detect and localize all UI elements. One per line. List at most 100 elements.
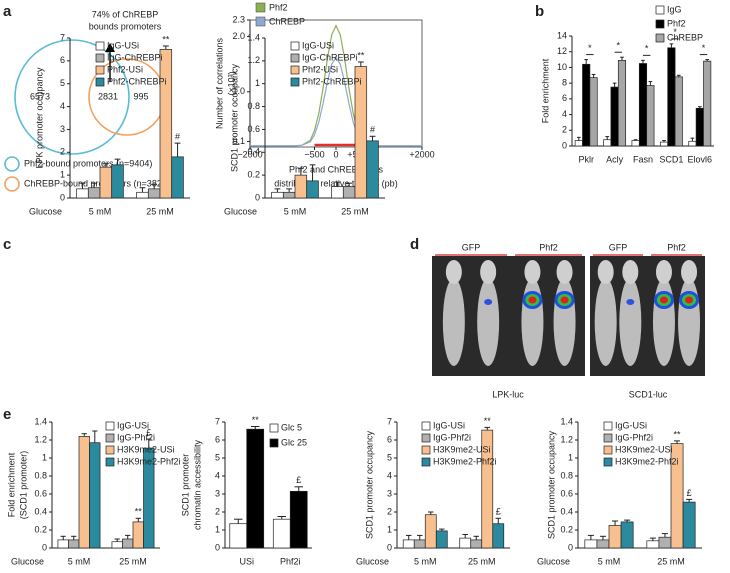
- y-tick-label: 0: [60, 192, 65, 202]
- y-tick-label: 1.4: [247, 32, 260, 42]
- panel-label: a: [3, 3, 12, 20]
- x-tick-label: USi: [239, 556, 254, 566]
- y-tick-label: 2: [60, 147, 65, 157]
- caption: SCD1-luc: [629, 389, 668, 399]
- legend-label: IgG-ChREBPi: [302, 52, 358, 62]
- bar: [111, 164, 124, 199]
- annotation: 74% of ChREBP: [92, 9, 159, 19]
- y-tick-label: 0.8: [34, 470, 47, 480]
- bar: [603, 139, 612, 147]
- legend-label: Phf2-ChREBPi: [107, 76, 167, 86]
- signal: [560, 296, 569, 304]
- y-tick-label: 0: [255, 192, 260, 202]
- x-tick-label: SCD1: [659, 154, 683, 164]
- legend-swatch: [95, 65, 105, 75]
- bar: [132, 521, 144, 549]
- x-tick-label: 5 mM: [89, 206, 112, 216]
- y-tick-label: 5: [60, 78, 65, 88]
- legend-swatch: [421, 421, 431, 431]
- bar: [617, 60, 627, 147]
- y-tick-label: 6: [562, 93, 567, 103]
- legend-swatch: [421, 457, 431, 467]
- y-axis-label: (×10³): [226, 71, 236, 95]
- bar: [342, 186, 356, 199]
- bar: [294, 174, 308, 199]
- y-tick-label: 0.2: [34, 524, 47, 534]
- legend-label: Phf2-USi: [107, 64, 143, 74]
- venn-count: 2831: [98, 91, 118, 101]
- legend-swatch: [421, 445, 431, 455]
- mouse-head: [524, 260, 541, 284]
- bar: [631, 140, 640, 147]
- legend-label: H3K9me2-USi: [117, 444, 175, 454]
- legend-swatch: [655, 19, 665, 29]
- x-axis-label: distribution relative to TSS (pb): [274, 178, 397, 188]
- significance: #: [175, 132, 180, 142]
- legend-swatch: [603, 457, 613, 467]
- y-tick-label: 10: [557, 62, 567, 72]
- y-axis-label: LPK promoter occupancy: [34, 67, 44, 169]
- mouse-head: [445, 260, 462, 284]
- y-tick-label: 1.2: [560, 434, 573, 444]
- legend-swatch: [105, 433, 115, 443]
- x-tick-label: 5 mM: [68, 556, 91, 566]
- bar: [78, 436, 90, 549]
- y-tick-label: 1.2: [34, 434, 47, 444]
- y-axis-label: Number of correlations: [214, 37, 224, 129]
- bar: [99, 166, 113, 199]
- legend-label: IgG-Phf2i: [615, 432, 653, 442]
- legend-swatch: [255, 16, 266, 27]
- x-tick-label: 25 mM: [119, 556, 147, 566]
- x-tick-label: 25 mM: [146, 206, 174, 216]
- y-tick-label: 5: [215, 452, 220, 462]
- y-tick-label: 7: [60, 32, 65, 42]
- bar: [582, 63, 591, 147]
- legend-label: H3K9me2-Phf2i: [433, 456, 497, 466]
- bar: [272, 518, 291, 549]
- y-tick-label: 4: [387, 470, 392, 480]
- y-tick-label: 0.2: [560, 524, 573, 534]
- mouse-head: [556, 260, 573, 284]
- y-tick-label: 1.4: [560, 416, 573, 426]
- signal: [685, 296, 694, 304]
- bar: [589, 77, 598, 147]
- group-label: Glucose: [356, 556, 389, 566]
- y-tick-label: 1.0: [232, 86, 245, 96]
- bar: [147, 188, 161, 199]
- y-tick-label: 4: [562, 109, 567, 119]
- y-tick-label: 1: [215, 524, 220, 534]
- bar: [658, 536, 672, 549]
- legend-label: Phf2: [269, 2, 288, 12]
- x-axis-label: Phf2 and ChREBP tags: [289, 164, 383, 174]
- y-axis-label: SCD1 promoter occupancy: [364, 430, 374, 539]
- legend-label: IgG-USi: [302, 40, 334, 50]
- y-axis-label: Fold enrichment: [540, 58, 550, 123]
- legend-label: Phf2: [667, 18, 686, 28]
- bar: [87, 187, 101, 199]
- group-label: Glucose: [11, 556, 44, 566]
- x-tick-label: Fasn: [633, 154, 653, 164]
- x-tick-label: Elovl6: [688, 154, 713, 164]
- y-axis-label: SCD1 promoter: [180, 454, 190, 517]
- bar: [289, 490, 308, 549]
- legend-swatch: [290, 41, 300, 51]
- bar: [306, 180, 319, 199]
- bar: [638, 63, 648, 147]
- significance: *: [617, 41, 621, 51]
- bar: [402, 539, 415, 549]
- significance: £: [687, 488, 692, 498]
- y-tick-label: 0: [568, 542, 573, 552]
- legend-swatch: [290, 65, 300, 75]
- y-tick-label: 0.8: [247, 101, 260, 111]
- y-tick-label: 7: [215, 416, 220, 426]
- y-tick-label: 8: [562, 78, 567, 88]
- y-tick-label: 2: [215, 506, 220, 516]
- legend-label: IgG-USi: [433, 420, 465, 430]
- significance: **: [357, 50, 365, 60]
- legend-label: IgG-USi: [107, 40, 139, 50]
- bar: [646, 85, 655, 147]
- venn-set: [14, 39, 130, 155]
- significance: *: [645, 44, 649, 54]
- bar: [608, 525, 622, 549]
